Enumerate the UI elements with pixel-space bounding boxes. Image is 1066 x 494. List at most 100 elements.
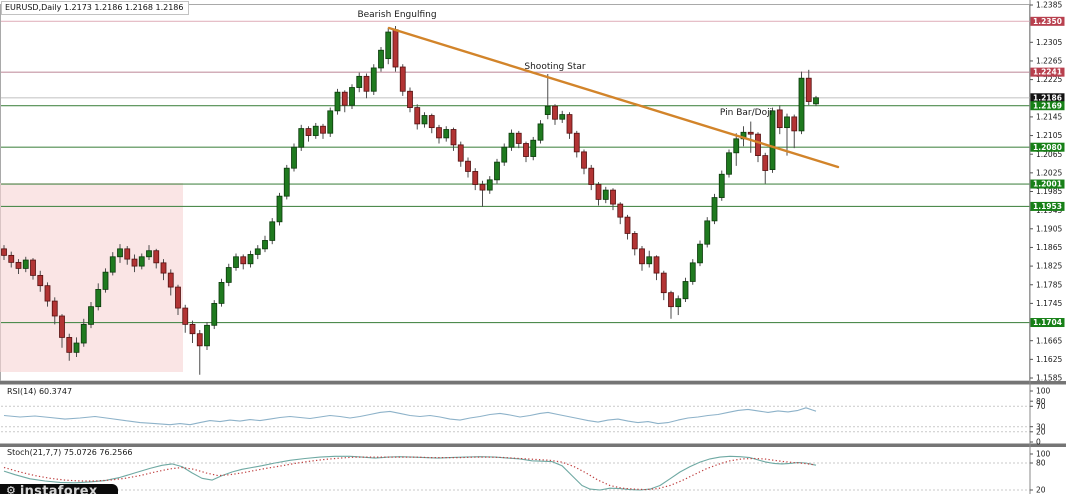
candle bbox=[733, 133, 740, 166]
candle bbox=[189, 320, 196, 344]
candle bbox=[225, 263, 232, 287]
candle bbox=[8, 251, 15, 268]
candle bbox=[552, 104, 558, 125]
candle bbox=[117, 244, 123, 263]
candle bbox=[385, 27, 392, 65]
candle bbox=[341, 90, 348, 113]
candle bbox=[124, 246, 131, 265]
candle bbox=[298, 124, 305, 151]
candle bbox=[639, 246, 645, 271]
candle bbox=[501, 143, 508, 166]
candle bbox=[769, 107, 776, 173]
svg-text:1.2186: 1.2186 bbox=[1033, 93, 1062, 102]
candle bbox=[254, 245, 261, 260]
price-tick: 1.2305 bbox=[1036, 38, 1062, 47]
candle bbox=[697, 240, 703, 267]
candle bbox=[218, 278, 225, 307]
candle bbox=[240, 254, 247, 270]
svg-text:1.2350: 1.2350 bbox=[1033, 17, 1062, 26]
price-tick: 1.1865 bbox=[1036, 243, 1062, 252]
svg-text:1.2080: 1.2080 bbox=[1033, 143, 1062, 152]
candle bbox=[160, 259, 167, 281]
svg-text:1.2001: 1.2001 bbox=[1033, 180, 1062, 189]
stoch-indicator-label: Stoch(21,7,7) 75.0726 76.2566 bbox=[7, 448, 133, 457]
candle bbox=[109, 252, 116, 276]
candle bbox=[262, 235, 268, 253]
candle bbox=[363, 73, 370, 99]
candle bbox=[523, 141, 529, 163]
candle bbox=[305, 126, 312, 142]
price-tick: 1.2265 bbox=[1036, 57, 1062, 66]
candle bbox=[813, 95, 819, 107]
candle bbox=[233, 253, 239, 271]
stoch-scale-tick: 80 bbox=[1036, 459, 1046, 468]
candle bbox=[196, 329, 203, 375]
candle bbox=[291, 143, 297, 172]
candle bbox=[80, 318, 87, 347]
panel-separator[interactable] bbox=[0, 381, 1066, 385]
rsi-scale-tick: 20 bbox=[1036, 427, 1046, 436]
candle bbox=[175, 284, 181, 316]
rsi-line bbox=[3, 407, 817, 426]
candle bbox=[624, 214, 631, 240]
candle bbox=[443, 126, 450, 142]
candle bbox=[66, 333, 73, 361]
broker-watermark: ⚙ instaforex bbox=[0, 484, 118, 494]
candle bbox=[146, 245, 152, 261]
candle bbox=[682, 277, 689, 303]
candle bbox=[88, 302, 94, 329]
candle bbox=[457, 141, 464, 167]
price-tick: 1.1785 bbox=[1036, 280, 1062, 289]
price-badge-green: 1.1704 bbox=[1030, 318, 1065, 327]
candle bbox=[537, 120, 544, 144]
candle bbox=[247, 250, 254, 268]
candle bbox=[711, 193, 718, 225]
candle bbox=[486, 176, 493, 194]
candle bbox=[465, 157, 471, 178]
svg-text:1.1953: 1.1953 bbox=[1033, 202, 1062, 211]
price-tick: 1.1665 bbox=[1036, 336, 1062, 345]
candle bbox=[73, 337, 80, 358]
candle bbox=[59, 314, 65, 348]
candle bbox=[660, 270, 667, 301]
candle bbox=[646, 250, 653, 268]
candle bbox=[356, 72, 363, 93]
candle bbox=[784, 113, 790, 156]
candle bbox=[182, 304, 189, 333]
rsi-scale-tick: 30 bbox=[1036, 422, 1046, 431]
candle bbox=[95, 283, 102, 311]
svg-text:1.2241: 1.2241 bbox=[1033, 68, 1062, 77]
candle bbox=[610, 188, 616, 211]
pattern-label: Shooting Star bbox=[524, 62, 585, 72]
candle bbox=[726, 149, 732, 178]
candle bbox=[508, 129, 515, 151]
stoch-k-line bbox=[3, 455, 817, 491]
candle bbox=[283, 164, 290, 200]
stoch-scale-tick: 20 bbox=[1036, 486, 1046, 494]
candle bbox=[204, 322, 210, 351]
candle bbox=[617, 202, 624, 225]
candle bbox=[211, 300, 218, 330]
rsi-scale-tick: 70 bbox=[1036, 402, 1046, 411]
svg-text:1.1704: 1.1704 bbox=[1033, 318, 1062, 327]
candle bbox=[515, 130, 522, 149]
price-badge-green: 1.2169 bbox=[1030, 101, 1065, 110]
candle bbox=[798, 71, 805, 135]
price-tick: 1.2145 bbox=[1036, 113, 1062, 122]
candle bbox=[718, 170, 725, 201]
candle bbox=[653, 255, 660, 281]
descending-trendline[interactable] bbox=[387, 26, 840, 169]
price-tick: 1.2025 bbox=[1036, 168, 1062, 177]
candle bbox=[276, 192, 283, 226]
candle bbox=[378, 46, 384, 72]
candle bbox=[102, 268, 109, 293]
candle bbox=[1, 245, 7, 261]
price-badge-green: 1.1953 bbox=[1030, 201, 1065, 211]
candle bbox=[334, 88, 341, 115]
candle bbox=[631, 231, 638, 256]
panel-separator[interactable] bbox=[0, 443, 1066, 448]
candle bbox=[559, 110, 566, 123]
candle bbox=[472, 168, 479, 191]
candle bbox=[776, 105, 783, 135]
